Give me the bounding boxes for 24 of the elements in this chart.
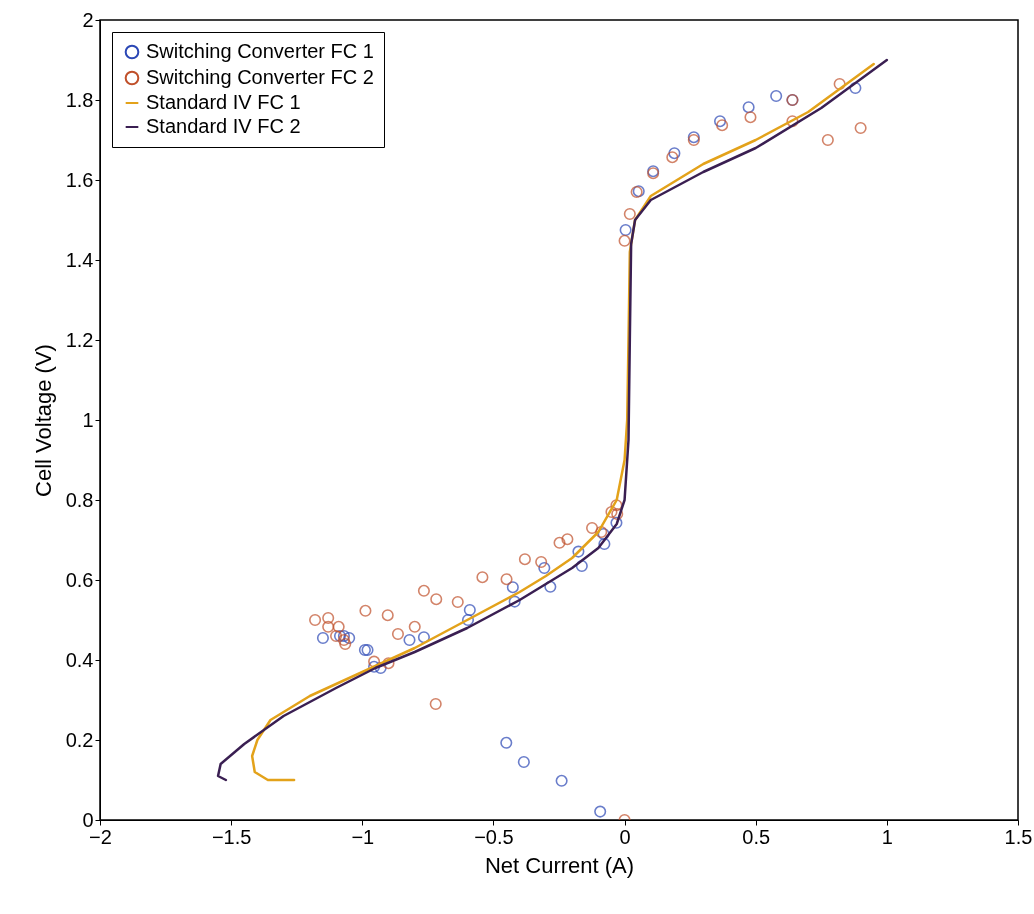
x-tick-label: 1 [881,825,893,848]
legend-label: Switching Converter FC 2 [146,66,374,88]
legend-label: Standard IV FC 2 [146,115,301,137]
y-tick-label: 0.8 [65,488,94,511]
legend-label: Standard IV FC 1 [146,91,301,113]
y-tick-label: 1.4 [65,248,94,271]
x-tick-label: 0 [619,825,631,848]
x-tick-label: −1 [351,825,375,848]
y-tick-label: 0.4 [65,648,94,671]
y-tick-label: 1 [82,408,94,431]
x-tick-label: 1.5 [1004,825,1033,848]
x-axis-title: Net Current (A) [484,852,635,878]
y-tick-label: 1.6 [65,168,94,191]
y-tick-label: 1.8 [65,88,94,111]
y-tick-label: 0 [82,808,94,831]
y-tick-label: 1.2 [65,328,94,351]
x-tick-label: −1.5 [211,825,252,848]
x-tick-label: 0.5 [742,825,771,848]
y-tick-label: 2 [82,8,94,31]
x-tick-label: −0.5 [474,825,514,848]
y-axis-title: Cell Voltage (V) [30,344,56,497]
legend-label: Switching Converter FC 1 [146,40,374,62]
y-tick-label: 0.2 [65,728,94,751]
y-tick-label: 0.6 [65,568,94,591]
